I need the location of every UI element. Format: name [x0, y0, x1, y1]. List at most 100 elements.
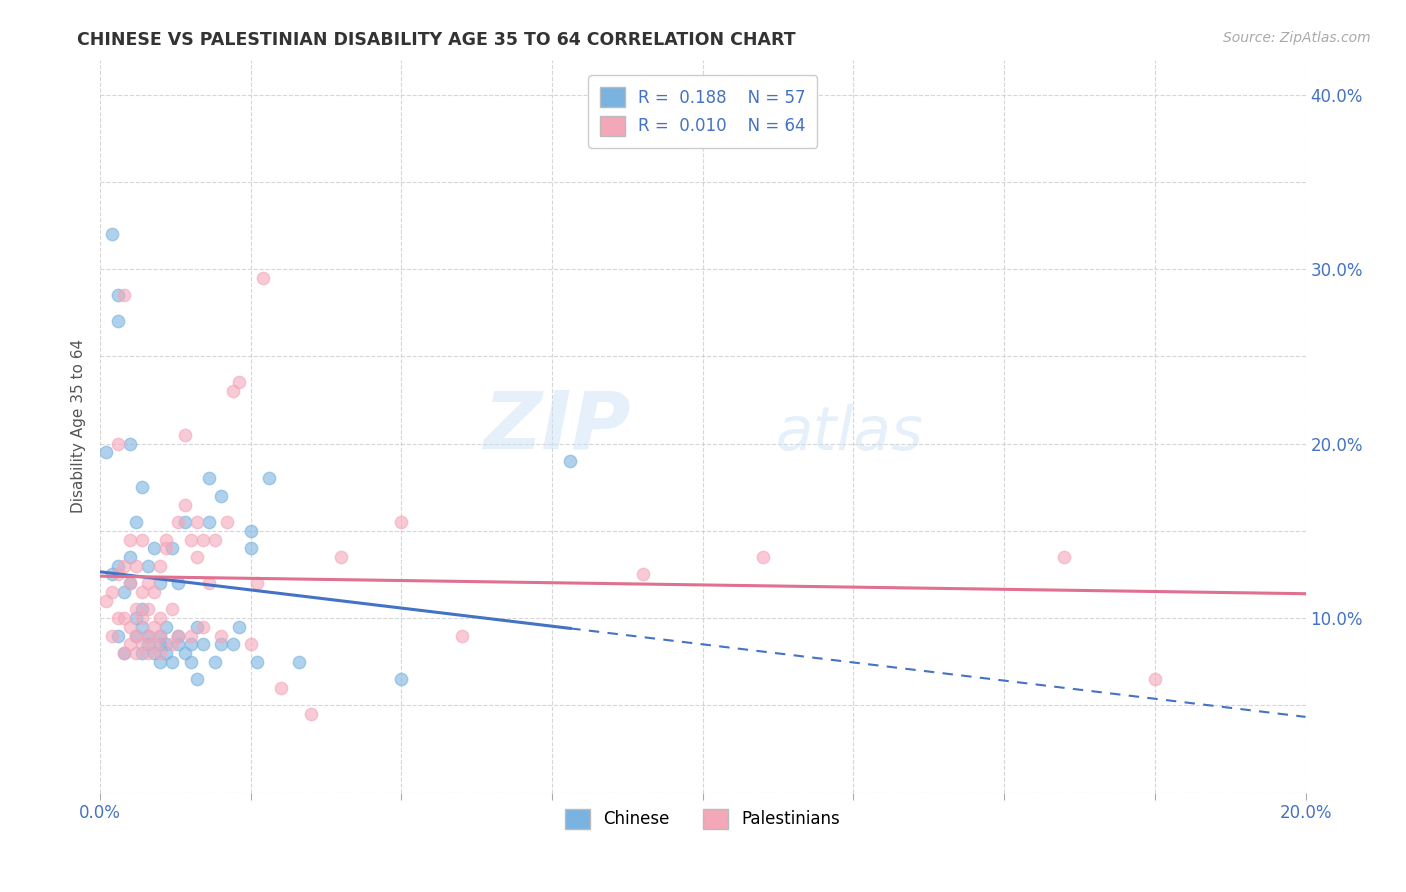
Point: [228, 620, 250, 634]
Point: [131, 611, 153, 625]
Text: atlas: atlas: [775, 404, 922, 463]
Point: [209, 489, 232, 503]
Point: [125, 629, 148, 643]
Point: [173, 646, 195, 660]
Text: ZIP: ZIP: [484, 387, 630, 465]
Point: [391, 515, 413, 529]
Point: [288, 655, 311, 669]
Point: [162, 602, 184, 616]
Point: [197, 471, 219, 485]
Point: [131, 637, 153, 651]
Point: [1143, 672, 1166, 686]
Point: [167, 576, 190, 591]
Point: [149, 646, 172, 660]
Point: [101, 567, 124, 582]
Point: [155, 646, 177, 660]
Point: [270, 681, 292, 695]
Point: [252, 270, 274, 285]
Point: [191, 620, 214, 634]
Point: [204, 533, 226, 547]
Point: [155, 541, 177, 556]
Point: [131, 480, 153, 494]
Point: [107, 314, 129, 328]
Point: [149, 637, 172, 651]
Point: [180, 629, 202, 643]
Point: [138, 558, 160, 573]
Point: [239, 541, 262, 556]
Point: [239, 524, 262, 538]
Point: [120, 576, 142, 591]
Point: [107, 611, 129, 625]
Point: [191, 637, 214, 651]
Point: [450, 629, 472, 643]
Point: [197, 576, 219, 591]
Point: [96, 445, 118, 459]
Point: [186, 549, 208, 564]
Point: [138, 576, 160, 591]
Point: [149, 611, 172, 625]
Point: [222, 384, 245, 399]
Point: [299, 707, 322, 722]
Y-axis label: Disability Age 35 to 64: Disability Age 35 to 64: [72, 339, 86, 513]
Point: [125, 515, 148, 529]
Point: [180, 655, 202, 669]
Point: [560, 454, 582, 468]
Point: [120, 533, 142, 547]
Point: [149, 558, 172, 573]
Point: [215, 515, 238, 529]
Point: [167, 515, 190, 529]
Point: [138, 629, 160, 643]
Point: [155, 533, 177, 547]
Point: [330, 549, 353, 564]
Point: [752, 549, 775, 564]
Point: [125, 602, 148, 616]
Point: [131, 620, 153, 634]
Point: [112, 558, 135, 573]
Point: [101, 585, 124, 599]
Point: [112, 611, 135, 625]
Point: [167, 629, 190, 643]
Point: [186, 672, 208, 686]
Point: [120, 576, 142, 591]
Point: [112, 646, 135, 660]
Point: [149, 576, 172, 591]
Point: [120, 637, 142, 651]
Point: [162, 655, 184, 669]
Text: Source: ZipAtlas.com: Source: ZipAtlas.com: [1223, 31, 1371, 45]
Point: [143, 637, 166, 651]
Point: [162, 541, 184, 556]
Point: [149, 629, 172, 643]
Point: [180, 533, 202, 547]
Point: [197, 515, 219, 529]
Point: [186, 620, 208, 634]
Point: [1053, 549, 1076, 564]
Point: [143, 646, 166, 660]
Point: [112, 288, 135, 302]
Point: [107, 558, 129, 573]
Point: [186, 515, 208, 529]
Point: [167, 629, 190, 643]
Point: [143, 585, 166, 599]
Point: [101, 629, 124, 643]
Point: [162, 637, 184, 651]
Point: [257, 471, 280, 485]
Point: [209, 637, 232, 651]
Point: [107, 436, 129, 450]
Point: [173, 498, 195, 512]
Point: [228, 376, 250, 390]
Point: [631, 567, 654, 582]
Point: [120, 620, 142, 634]
Point: [167, 637, 190, 651]
Point: [131, 533, 153, 547]
Point: [138, 602, 160, 616]
Point: [131, 602, 153, 616]
Point: [391, 672, 413, 686]
Point: [112, 646, 135, 660]
Text: CHINESE VS PALESTINIAN DISABILITY AGE 35 TO 64 CORRELATION CHART: CHINESE VS PALESTINIAN DISABILITY AGE 35…: [77, 31, 796, 49]
Point: [138, 646, 160, 660]
Point: [149, 655, 172, 669]
Point: [131, 646, 153, 660]
Point: [222, 637, 245, 651]
Point: [246, 576, 269, 591]
Point: [155, 620, 177, 634]
